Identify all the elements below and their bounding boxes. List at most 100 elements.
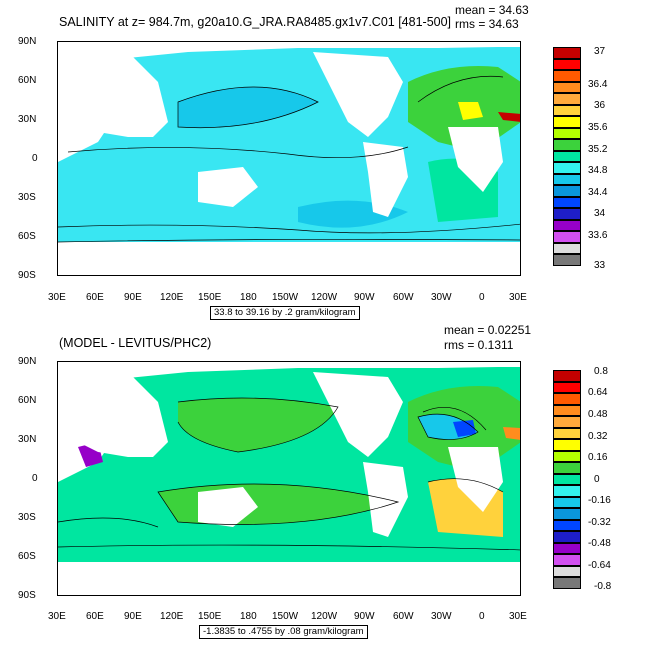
colorbar-swatch [553, 162, 581, 174]
colorbar-swatch [553, 508, 581, 520]
panel2-lon-tick: 150E [198, 611, 222, 622]
panel1-colorbar-label: 35.2 [588, 144, 608, 155]
colorbar-swatch [553, 93, 581, 105]
panel1-land-africa [448, 127, 503, 192]
panel1-title: SALINITY at z= 984.7m, g20a10.G_JRA.RA84… [59, 15, 452, 29]
panel2-colorbar-label: 0.32 [588, 431, 608, 442]
panel1-colorbar-label: 34.4 [588, 187, 608, 198]
panel2-land-africa [448, 447, 503, 512]
panel1-colorbar-label: 34.8 [588, 165, 608, 176]
panel2-colorbar-label: -0.48 [588, 538, 611, 549]
panel1-lon-tick: 0 [479, 292, 485, 303]
panel2-land-asia [58, 368, 168, 457]
colorbar-swatch [553, 531, 581, 543]
panel2-lon-tick: 120W [311, 611, 338, 622]
panel2-north-pacific [178, 398, 338, 452]
panel2-lon-tick: 30E [48, 611, 66, 622]
panel2-lat-tick: 90S [18, 590, 36, 601]
panel1-plot [57, 41, 521, 276]
colorbar-swatch [553, 404, 581, 416]
panel2-range-note: -1.3835 to .4755 by .08 gram/kilogram [199, 625, 368, 639]
panel2-colorbar-label: -0.32 [588, 517, 611, 528]
panel1-lon-tick: 90W [354, 292, 375, 303]
panel2-map [58, 362, 520, 595]
colorbar-swatch [553, 150, 581, 162]
panel1-lon-tick: 90E [124, 292, 142, 303]
colorbar-swatch [553, 104, 581, 116]
panel1-lon-tick: 60W [393, 292, 414, 303]
panel2-lat-tick: 60N [18, 395, 37, 406]
colorbar-swatch [553, 185, 581, 197]
panel1-land-samerica [363, 142, 408, 217]
panel2-colorbar-label: 0 [594, 474, 600, 485]
panel1-contours [58, 76, 520, 243]
panel1-med [458, 102, 483, 120]
panel2-colorbar-label: 0.16 [588, 452, 608, 463]
panel1-land-antarctica [58, 260, 520, 275]
panel1-lat-tick: 60S [18, 231, 36, 242]
colorbar-swatch [553, 139, 581, 151]
panel2-land-samerica [363, 462, 408, 537]
panel2-lon-tick: 90E [124, 611, 142, 622]
colorbar-swatch [553, 70, 581, 82]
colorbar-swatch [553, 427, 581, 439]
colorbar-swatch [553, 254, 581, 266]
panel1-pacific [58, 47, 520, 242]
colorbar-swatch [553, 416, 581, 428]
panel2-plot [57, 361, 521, 596]
panel2-colorbar-label: -0.8 [594, 581, 612, 592]
panel2-land-antarctica [58, 580, 520, 595]
panel2-colorbar-label: 0.64 [588, 387, 608, 398]
colorbar-swatch [553, 116, 581, 128]
panel1-lat-tick: 0 [32, 153, 38, 164]
panel2-lat-tick: 60S [18, 551, 36, 562]
panel2-rms: rms = 0.1311 [444, 338, 514, 352]
panel1-lon-tick: 30E [509, 292, 527, 303]
panel1-lat-tick: 90S [18, 270, 36, 281]
panel2-title: (MODEL - LEVITUS/PHC2) [59, 336, 212, 350]
panel2-land-namerica [313, 372, 403, 457]
panel1-range-note: 33.8 to 39.16 by .2 gram/kilogram [210, 306, 360, 320]
panel1-lon-tick: 30E [48, 292, 66, 303]
colorbar-swatch [553, 393, 581, 405]
panel2-colorbar [553, 370, 581, 589]
panel1-lon-tick: 60E [86, 292, 104, 303]
colorbar-swatch [553, 577, 581, 589]
colorbar-swatch [553, 542, 581, 554]
panel2-colorbar-label: 0.48 [588, 409, 608, 420]
panel1-colorbar-label: 33.6 [588, 230, 608, 241]
panel1-colorbar-label: 35.6 [588, 122, 608, 133]
panel2-colorbar-label: -0.16 [588, 495, 611, 506]
colorbar-swatch [553, 219, 581, 231]
panel1-colorbar-label: 37 [594, 46, 606, 57]
colorbar-swatch [553, 450, 581, 462]
panel2-lon-tick: 120E [160, 611, 184, 622]
panel2-contours [58, 397, 520, 551]
panel1-lon-tick: 120W [311, 292, 338, 303]
panel2-lon-tick: 150W [272, 611, 299, 622]
colorbar-swatch [553, 565, 581, 577]
colorbar-swatch [553, 519, 581, 531]
panel1-colorbar-label: 33 [594, 260, 606, 271]
colorbar-swatch [553, 381, 581, 393]
colorbar-swatch [553, 439, 581, 451]
panel1-colorbar-label: 36.4 [588, 79, 608, 90]
panel2-lat-tick: 30S [18, 512, 36, 523]
panel2-lat-tick: 0 [32, 473, 38, 484]
panel2-lat-tick: 30N [18, 434, 37, 445]
colorbar-swatch [553, 485, 581, 497]
colorbar-swatch [553, 242, 581, 254]
colorbar-swatch [553, 81, 581, 93]
panel2-med [503, 427, 520, 440]
colorbar-swatch [553, 196, 581, 208]
panel1-lon-tick: 30W [431, 292, 452, 303]
colorbar-swatch [553, 473, 581, 485]
panel1-lon-tick: 180 [240, 292, 257, 303]
panel2-colorbar-label: 0.8 [594, 366, 608, 377]
colorbar-swatch [553, 462, 581, 474]
panel1-lon-tick: 150W [272, 292, 299, 303]
panel2-lon-tick: 60E [86, 611, 104, 622]
colorbar-swatch [553, 47, 581, 59]
panel2-lon-tick: 0 [479, 611, 485, 622]
panel2-lon-tick: 180 [240, 611, 257, 622]
